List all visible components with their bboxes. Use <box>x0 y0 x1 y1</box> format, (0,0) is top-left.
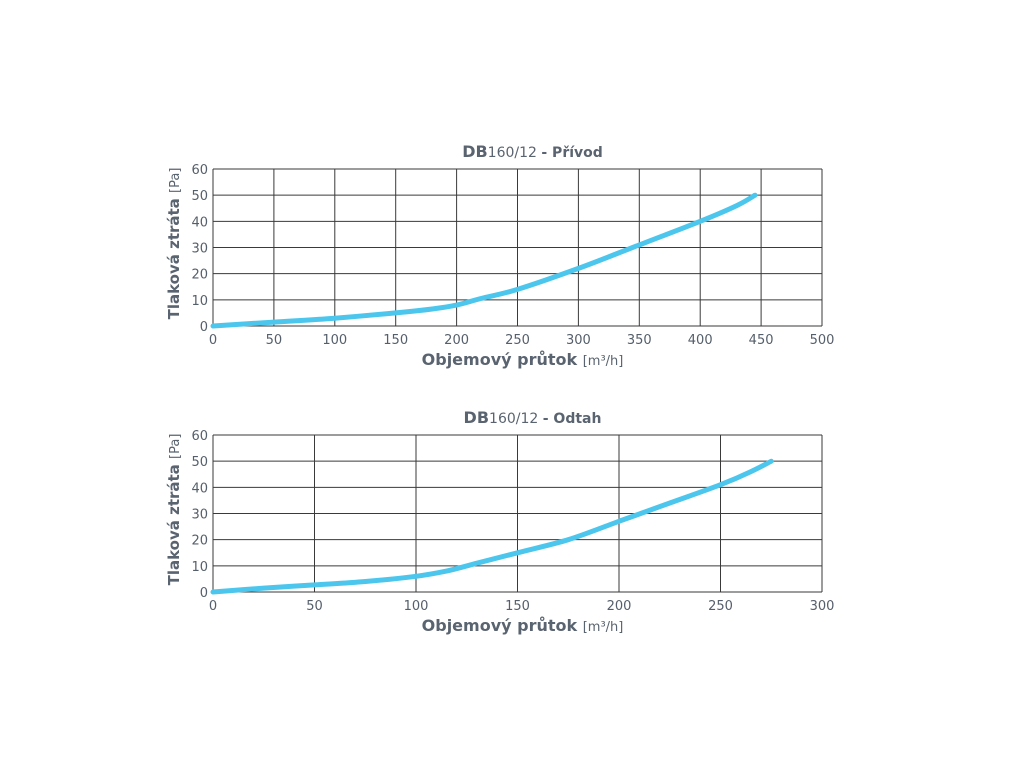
pressure-loss-curve <box>210 458 774 595</box>
x-tick-label: 400 <box>688 333 713 348</box>
x-axis-unit: [m³/h] <box>583 620 624 635</box>
chart-title-model: 160/12 <box>488 145 542 161</box>
y-tick-label: 30 <box>191 242 208 257</box>
x-tick-label: 150 <box>505 599 530 614</box>
x-axis-label: Objemový průtok [m³/h] <box>422 350 624 369</box>
y-axis-label-text: Tlaková ztráta <box>165 459 183 585</box>
x-tick-label: 250 <box>505 333 530 348</box>
x-tick-label: 0 <box>209 599 217 614</box>
chart-title-model: 160/12 <box>489 411 543 427</box>
x-tick-label: 100 <box>404 599 429 614</box>
x-axis-label-text: Objemový průtok <box>422 616 583 635</box>
x-axis-unit: [m³/h] <box>583 354 624 369</box>
y-axis-label-text: Tlaková ztráta <box>165 193 183 319</box>
x-tick-label: 300 <box>566 333 591 348</box>
y-tick-label: 60 <box>191 429 208 444</box>
y-axis-unit: [Pa] <box>168 434 183 459</box>
pressure-loss-curve <box>210 192 758 329</box>
chart-odtah-svg: DB160/12 - Odtah 0 50 100 150 200 250 300 0 10 20 3… <box>165 408 835 635</box>
x-tick-label: 350 <box>627 333 652 348</box>
y-tick-label: 30 <box>191 508 208 523</box>
chart-title: DB160/12 - Přívod <box>462 142 603 161</box>
y-tick-label: 50 <box>191 455 208 470</box>
y-tick-label: 50 <box>191 189 208 204</box>
x-axis-label: Objemový průtok [m³/h] <box>422 616 624 635</box>
x-tick-label: 150 <box>383 333 408 348</box>
y-tick-label: 20 <box>191 268 208 283</box>
y-tick-label: 40 <box>191 215 208 230</box>
chart-title-main: DB <box>462 142 487 161</box>
y-tick-label: 60 <box>191 163 208 178</box>
x-tick-label: 200 <box>444 333 469 348</box>
chart-title: DB160/12 - Odtah <box>464 408 602 427</box>
chart-title-suffix: - Přívod <box>541 145 602 161</box>
x-tick-label: 500 <box>810 333 835 348</box>
y-tick-label: 10 <box>191 294 208 309</box>
x-tick-label: 50 <box>266 333 283 348</box>
x-tick-label: 50 <box>306 599 323 614</box>
y-tick-label: 40 <box>191 481 208 496</box>
x-tick-label: 200 <box>607 599 632 614</box>
chart-title-main: DB <box>464 408 489 427</box>
y-axis-unit: [Pa] <box>168 168 183 193</box>
x-tick-label: 100 <box>322 333 347 348</box>
y-axis-label: Tlaková ztráta [Pa] <box>165 168 183 320</box>
x-tick-label: 0 <box>209 333 217 348</box>
y-axis-label: Tlaková ztráta [Pa] <box>165 434 183 586</box>
y-tick-label: 10 <box>191 560 208 575</box>
x-tick-label: 450 <box>749 333 774 348</box>
chart-title-suffix: - Odtah <box>543 411 602 427</box>
chart-odtah: DB160/12 - Odtah 0 50 100 150 200 250 300 0 10 20 3… <box>0 406 1024 656</box>
y-tick-label: 20 <box>191 534 208 549</box>
x-tick-label: 300 <box>810 599 835 614</box>
y-tick-label: 0 <box>200 586 208 601</box>
y-tick-label: 0 <box>200 320 208 335</box>
x-tick-label: 250 <box>708 599 733 614</box>
x-axis-label-text: Objemový průtok <box>422 350 583 369</box>
chart-privod: DB160/12 - Přívod 0 50 100 150 200 250 300 350 40… <box>0 140 1024 390</box>
